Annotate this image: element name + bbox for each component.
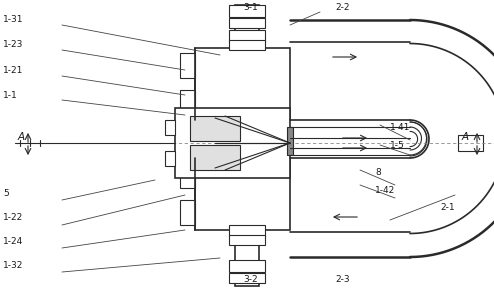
Text: 1-5: 1-5 [390, 141, 405, 150]
Bar [180, 163, 195, 188]
Bar [287, 127, 293, 155]
Text: 1-21: 1-21 [3, 66, 23, 75]
Bar [458, 135, 483, 151]
Bar [180, 53, 195, 78]
Bar [195, 158, 290, 230]
Text: 1-41: 1-41 [390, 123, 411, 132]
Bar [190, 116, 240, 141]
Bar [229, 235, 265, 245]
Text: 1-22: 1-22 [3, 213, 23, 222]
Bar [229, 30, 265, 42]
Bar [229, 40, 265, 50]
Text: 2-1: 2-1 [440, 203, 454, 212]
Bar [235, 5, 259, 48]
Bar [229, 225, 265, 237]
Text: A: A [462, 132, 469, 142]
Bar [235, 230, 259, 286]
Text: 1-24: 1-24 [3, 237, 23, 246]
Text: 5: 5 [3, 189, 9, 198]
Text: 1-42: 1-42 [375, 186, 395, 195]
Bar [229, 260, 265, 272]
Bar [229, 273, 265, 283]
Bar [229, 5, 265, 17]
Text: 2-2: 2-2 [335, 3, 349, 12]
Text: 3-1: 3-1 [243, 3, 258, 12]
Bar [180, 200, 195, 225]
Bar [165, 151, 175, 166]
Text: 1-32: 1-32 [3, 261, 23, 270]
Bar [180, 90, 195, 115]
Text: 1-23: 1-23 [3, 40, 23, 49]
Text: 2-3: 2-3 [335, 275, 350, 284]
Text: 3-2: 3-2 [243, 275, 258, 284]
Text: 8: 8 [375, 168, 381, 177]
Bar [175, 108, 290, 178]
Bar [195, 48, 290, 120]
Text: 1-1: 1-1 [3, 91, 18, 100]
Bar [165, 120, 175, 135]
Text: 1-31: 1-31 [3, 15, 24, 24]
Text: A: A [18, 132, 25, 142]
Bar [190, 145, 240, 170]
Bar [229, 18, 265, 28]
